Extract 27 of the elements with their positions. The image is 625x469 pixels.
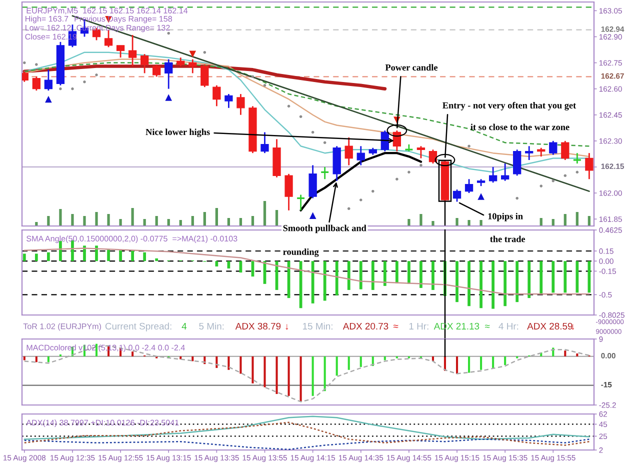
text: ADX 20.73 <box>342 322 388 330</box>
text: 4 <box>182 322 187 330</box>
annotation: Entry - not very often that you get <box>442 102 576 110</box>
annotation: Low= 162.12 <box>26 24 71 31</box>
text: ADX(14) 38.7997 +DI:10.0126 -DI:23.5041 <box>26 420 179 428</box>
text: ↓ <box>286 324 288 330</box>
annotation: the trade <box>490 236 526 242</box>
text: ≈ <box>485 324 490 328</box>
annotation: Power candle <box>385 64 438 71</box>
text: ADX 28.59 <box>527 322 572 330</box>
text: ≈ <box>393 324 398 328</box>
text: 5 Min: <box>199 322 224 330</box>
text: 4 Hr: <box>498 322 518 330</box>
text: ↓ <box>572 324 574 330</box>
text: 15 Min: <box>303 322 332 330</box>
annotation: Smooth pullback and <box>283 224 366 234</box>
annotation: High= 163.7 <box>26 16 68 24</box>
text: 1 Hr: <box>409 322 428 330</box>
text: Current Spread: <box>105 322 172 332</box>
text: ADX 38.79 <box>235 322 281 330</box>
annotation: Nice lower highs <box>146 128 210 138</box>
annotation: rounding <box>283 248 319 257</box>
text: ToR 1.02 (EURJPYm) <box>23 323 101 331</box>
text: EURJPYm,M5 162.15 162.15 162.14 162.14 <box>26 8 188 14</box>
annotation: 10pips in <box>488 212 523 222</box>
annotation: it so close to the war zone <box>470 124 570 130</box>
text: SMA Angle(50,0.15000000,2,0) -0.0775 =>MA(21) -0.0103 <box>26 236 238 244</box>
